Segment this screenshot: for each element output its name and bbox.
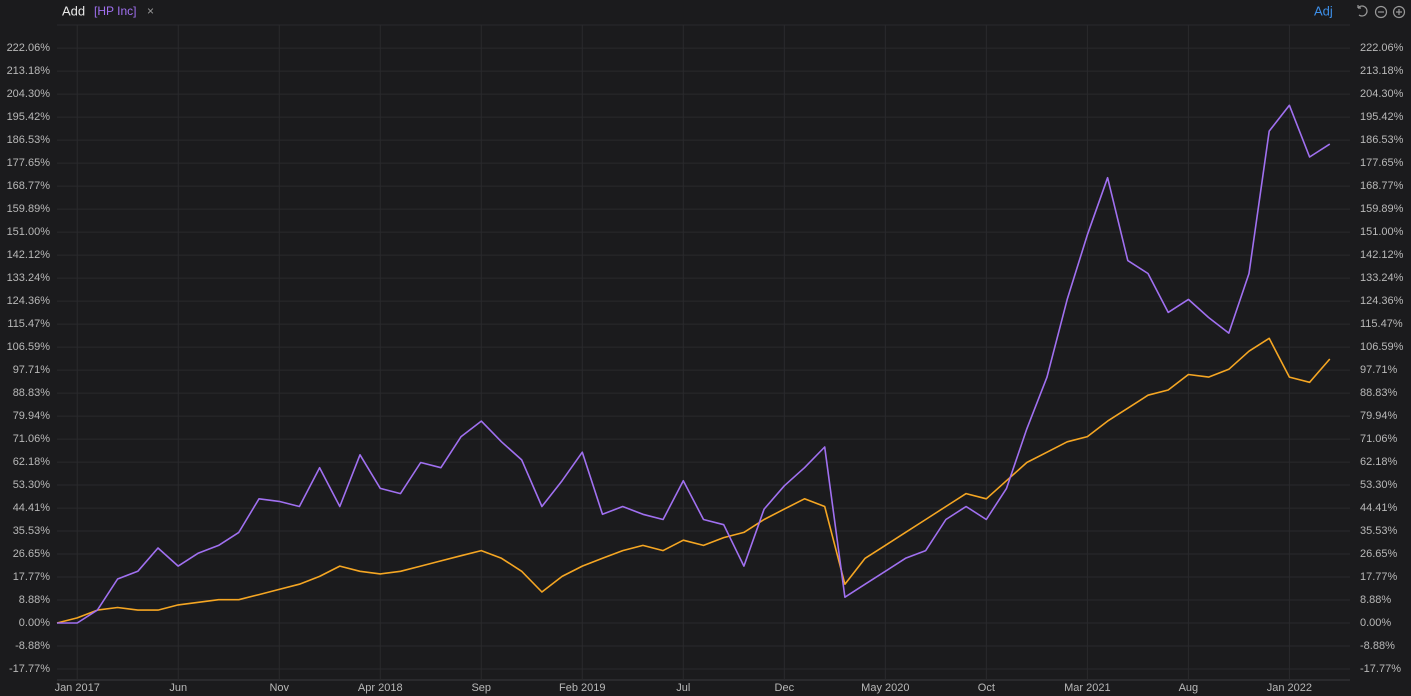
y-tick-label: 168.77% (7, 180, 51, 192)
y2-tick-label: 53.30% (1360, 479, 1398, 491)
y2-tick-label: -17.77% (1360, 663, 1401, 675)
y2-tick-label: 186.53% (1360, 134, 1404, 146)
zoom-in-plus (1396, 9, 1402, 15)
y-tick-label: 159.89% (7, 203, 51, 215)
y2-tick-label: 159.89% (1360, 203, 1404, 215)
series-line (56, 337, 1331, 624)
close-button[interactable]: × (147, 4, 154, 18)
y-tick-label: 88.83% (13, 387, 51, 399)
zoom-out-icon[interactable] (1374, 5, 1388, 19)
y2-tick-label: 213.18% (1360, 65, 1404, 77)
y-tick-label: 71.06% (13, 433, 51, 445)
y2-tick-label: 142.12% (1360, 249, 1404, 261)
y2-tick-label: 177.65% (1360, 157, 1404, 169)
legend-entry[interactable]: [HP Inc] (94, 4, 136, 18)
y-tick-label: 124.36% (7, 295, 51, 307)
y-tick-label: 186.53% (7, 134, 51, 146)
y-tick-label: 213.18% (7, 65, 51, 77)
x-tick-label: Jul (676, 682, 690, 694)
y2-tick-label: 8.88% (1360, 594, 1391, 606)
y-tick-label: 0.00% (19, 617, 50, 629)
y2-tick-label: 204.30% (1360, 88, 1404, 100)
y-tick-label: 53.30% (13, 479, 51, 491)
y2-tick-label: -8.88% (1360, 640, 1395, 652)
y2-tick-label: 62.18% (1360, 456, 1398, 468)
y-tick-label: 26.65% (13, 548, 51, 560)
zoom-in-icon[interactable] (1392, 5, 1406, 19)
y-tick-label: 204.30% (7, 88, 51, 100)
reset-icon[interactable] (1357, 5, 1368, 17)
toolbar-icons[interactable] (1357, 5, 1406, 19)
y-tick-label: -17.77% (9, 663, 50, 675)
y2-tick-label: 0.00% (1360, 617, 1391, 629)
y2-tick-label: 222.06% (1360, 42, 1404, 54)
x-tick-label: May 2020 (861, 682, 909, 694)
y2-tick-label: 79.94% (1360, 410, 1398, 422)
y2-tick-label: 44.41% (1360, 502, 1398, 514)
x-tick-label: Jun (169, 682, 187, 694)
y2-tick-label: 195.42% (1360, 111, 1404, 123)
y2-tick-label: 124.36% (1360, 295, 1404, 307)
y2-tick-label: 106.59% (1360, 341, 1404, 353)
y-tick-label: 8.88% (19, 594, 50, 606)
y-tick-label: -8.88% (15, 640, 50, 652)
y2-tick-label: 17.77% (1360, 571, 1398, 583)
y2-tick-label: 97.71% (1360, 364, 1398, 376)
adj-button[interactable]: Adj (1314, 3, 1333, 18)
y2-tick-label: 71.06% (1360, 433, 1398, 445)
y-tick-label: 62.18% (13, 456, 51, 468)
y-tick-label: 97.71% (13, 364, 51, 376)
y-tick-label: 222.06% (7, 42, 51, 54)
y2-tick-label: 88.83% (1360, 387, 1398, 399)
x-tick-label: Mar 2021 (1064, 682, 1110, 694)
x-tick-label: Sep (471, 682, 491, 694)
x-tick-label: Oct (978, 682, 995, 694)
x-tick-label: Feb 2019 (559, 682, 605, 694)
y-tick-label: 142.12% (7, 249, 51, 261)
y2-tick-label: 151.00% (1360, 226, 1404, 238)
x-tick-label: Jan 2022 (1267, 682, 1312, 694)
y2-tick-label: 168.77% (1360, 180, 1404, 192)
y-tick-label: 35.53% (13, 525, 51, 537)
y-tick-label: 79.94% (13, 410, 51, 422)
y2-tick-label: 35.53% (1360, 525, 1398, 537)
y-tick-label: 133.24% (7, 272, 51, 284)
y2-tick-label: 115.47% (1360, 318, 1403, 330)
y2-tick-label: 133.24% (1360, 272, 1404, 284)
y-tick-label: 17.77% (13, 571, 51, 583)
y-tick-label: 44.41% (13, 502, 51, 514)
y-tick-label: 195.42% (7, 111, 51, 123)
y-tick-label: 177.65% (7, 157, 51, 169)
series-line (57, 104, 1331, 624)
x-tick-label: Aug (1179, 682, 1199, 694)
y-tick-label: 115.47% (7, 318, 50, 330)
y-tick-label: 106.59% (7, 341, 51, 353)
x-tick-label: Apr 2018 (358, 682, 403, 694)
y-tick-label: 151.00% (7, 226, 51, 238)
x-tick-label: Dec (775, 682, 795, 694)
x-tick-label: Jan 2017 (55, 682, 100, 694)
add-label[interactable]: Add (62, 3, 85, 18)
x-tick-label: Nov (269, 682, 289, 694)
y2-tick-label: 26.65% (1360, 548, 1398, 560)
